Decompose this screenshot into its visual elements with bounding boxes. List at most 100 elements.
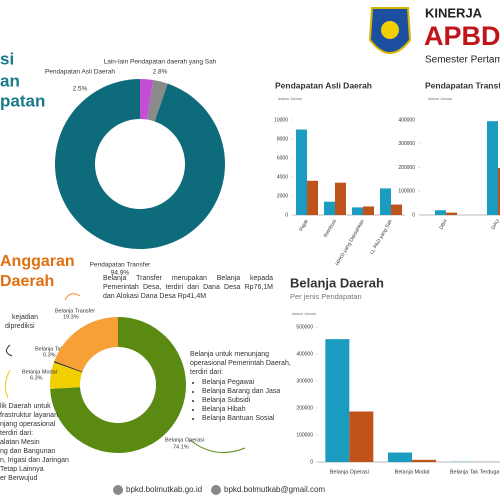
left-note: alatan Mesin — [0, 439, 40, 446]
slice-label: Belanja Operasi — [165, 437, 204, 443]
y-tick-label: 0 — [412, 212, 415, 218]
list-item: Belanja Barang dan Jasa — [202, 387, 302, 396]
list-item: Belanja Hibah — [202, 405, 302, 414]
bar — [296, 129, 307, 215]
bar — [325, 339, 350, 462]
bar — [352, 207, 363, 215]
bar — [487, 121, 498, 215]
y-tick-label: 100000 — [296, 432, 313, 438]
y-tick-label: 0 — [310, 459, 313, 465]
y-tick-label: 2000 — [277, 193, 288, 199]
y-tick-label: 10000 — [274, 117, 288, 123]
slice-value: 0.3% — [43, 352, 56, 358]
y-tick-label: 400000 — [296, 351, 313, 357]
left-note: ng dan Bangunan — [0, 448, 56, 455]
bar — [446, 212, 457, 215]
left-note: terdiri dari: — [0, 430, 34, 437]
arrow — [6, 344, 13, 357]
slice-label: Pendapatan Asli Daerah — [45, 69, 115, 76]
chart-title: Pendapatan Transfer — [425, 80, 500, 90]
y-tick-label: 500000 — [296, 324, 313, 330]
section-title: Daerah — [0, 273, 54, 290]
bar — [435, 210, 446, 215]
unit-label: dalam Jutaan — [292, 311, 316, 316]
y-tick-label: 200000 — [296, 405, 313, 411]
left-note: er Berwujud — [0, 475, 38, 482]
donut-slice — [53, 361, 83, 373]
x-tick-label: Belanja Modal — [395, 469, 430, 475]
chart-title: Belanja Daerah — [290, 275, 384, 290]
footer-website: bpkd.bolmutkab.go.id — [126, 485, 202, 494]
y-tick-label: 300000 — [398, 141, 415, 147]
bar — [335, 182, 346, 215]
bar — [349, 411, 374, 462]
donut-slice — [147, 80, 168, 122]
y-tick-label: 0 — [285, 212, 288, 218]
slice-value: 6.3% — [30, 375, 43, 381]
bar — [391, 204, 402, 215]
slice-value: 2.5% — [73, 86, 88, 93]
donut-slice — [140, 79, 154, 120]
list-item: Belanja Subsidi — [202, 396, 302, 405]
bar — [498, 167, 500, 215]
header-subtitle: Semester Pertama — [425, 55, 500, 66]
title-fragment: patan — [0, 91, 45, 110]
y-tick-label: 6000 — [277, 155, 288, 161]
x-tick-label: DAU — [490, 218, 500, 230]
donut-slice — [54, 317, 118, 372]
header-apbd: APBD 2 — [424, 21, 500, 51]
slice-value: 94.9% — [111, 270, 130, 277]
arrow — [64, 293, 81, 301]
note-operasi-list: Belanja PegawaiBelanja Barang dan JasaBe… — [190, 378, 302, 423]
arrow — [4, 369, 11, 399]
y-tick-label: 300000 — [296, 378, 313, 384]
y-tick-label: 100000 — [398, 189, 415, 195]
left-note: lik Daerah untuk — [0, 403, 51, 410]
x-tick-label: Belanja Tak Terduga — [450, 469, 500, 475]
slice-value: 19.3% — [63, 314, 79, 320]
left-note: Tetap Lainnya — [0, 466, 44, 473]
x-tick-label: DBH — [438, 218, 449, 230]
slice-value: 2.8% — [153, 69, 168, 76]
x-tick-label: Belanja Operasi — [330, 469, 369, 475]
web-icon — [113, 485, 123, 495]
header-title: KINERJA — [425, 5, 483, 20]
y-tick-label: 400000 — [398, 117, 415, 123]
x-tick-label: Pajak — [298, 218, 310, 232]
title-fragment: an — [0, 71, 20, 90]
bar — [307, 180, 318, 215]
mail-icon — [211, 485, 221, 495]
list-item: Belanja Pegawai — [202, 378, 302, 387]
y-tick-label: 4000 — [277, 174, 288, 180]
slice-label: Pendapatan Transfer — [90, 262, 152, 269]
chart-subtitle: Per jenis Pendapatan — [290, 292, 362, 301]
left-notes: lik Daerah untuk frastruktur layanan njang… — [0, 402, 100, 483]
bar — [324, 201, 335, 215]
x-tick-label: Retribusi — [323, 219, 338, 239]
slice-label: Lain-lain Pendapatan daerah yang Sah — [104, 59, 217, 66]
x-tick-label: HPKD yang Dipisahkan — [335, 218, 366, 266]
section-title: Anggaran — [0, 253, 75, 270]
y-tick-label: 200000 — [398, 165, 415, 171]
donut-slice — [55, 79, 226, 249]
note-operasi-intro: Belanja untuk menunjang operasional Peme… — [190, 351, 291, 376]
slice-label: Belanja Transfer — [55, 308, 95, 314]
list-item: Belanja Bantuan Sosial — [202, 414, 302, 423]
logo-emblem — [381, 21, 399, 39]
donut-slice — [50, 362, 83, 389]
slice-value: 74.1% — [173, 444, 189, 450]
bar — [412, 459, 436, 462]
note-operasi: Belanja untuk menunjang operasional Peme… — [190, 350, 302, 423]
y-tick-label: 8000 — [277, 136, 288, 142]
arrow — [189, 439, 246, 453]
bar — [388, 452, 412, 462]
left-note: njang operasional — [0, 421, 56, 428]
title-fragment: si — [0, 49, 14, 68]
bar — [380, 188, 391, 215]
unit-label: dalam Jutaan — [278, 96, 302, 101]
left-note: frastruktur layanan — [0, 412, 58, 419]
left-note: n, Irigasi dan Jaringan — [0, 457, 69, 464]
footer-email: bpkd.bolmutkab@gmail.com — [224, 485, 325, 494]
